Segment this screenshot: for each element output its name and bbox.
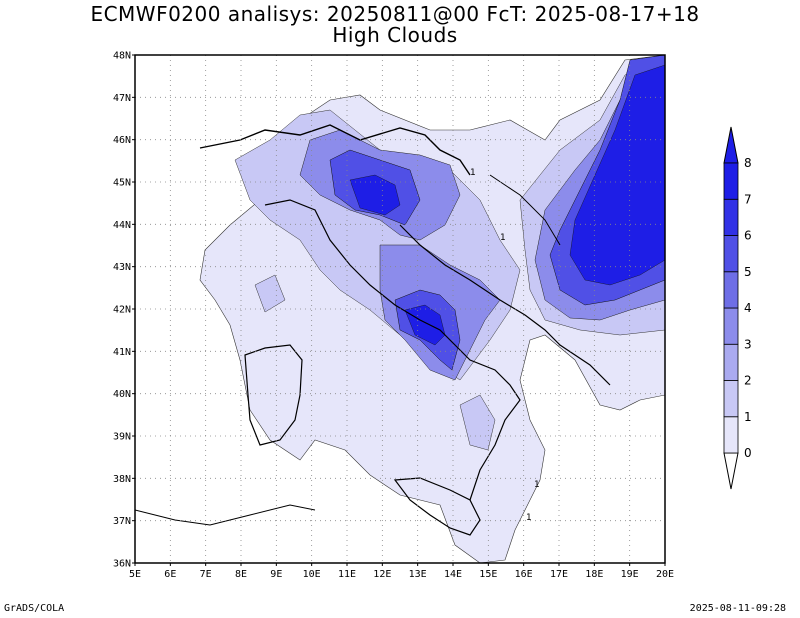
longitude-label: 15E: [479, 569, 497, 580]
longitude-label: 13E: [409, 569, 427, 580]
legend-underflow-arrow: [723, 452, 739, 490]
longitude-label: 14E: [444, 569, 462, 580]
longitude-label: 16E: [515, 569, 533, 580]
legend-swatch: [723, 271, 739, 309]
longitude-label: 18E: [585, 569, 603, 580]
longitude-label: 8E: [235, 569, 247, 580]
cloud-contour-level-2: [254, 274, 286, 313]
map-subtitle: High Clouds: [332, 23, 458, 47]
latitude-label: 45N: [113, 178, 131, 189]
latitude-label: 37N: [113, 516, 131, 527]
map-title: ECMWF0200 analisys: 20250811@00 FcT: 202…: [90, 2, 700, 26]
legend-label: 3: [744, 337, 752, 351]
longitude-label: 12E: [373, 569, 391, 580]
longitude-label: 6E: [164, 569, 176, 580]
graticule: [135, 55, 665, 563]
latitude-label: 40N: [113, 389, 131, 400]
legend-swatch: [723, 198, 739, 236]
latitude-label: 48N: [113, 51, 131, 62]
contour-label: 1: [526, 513, 532, 523]
legend-label: 6: [744, 229, 752, 243]
legend-swatch: [723, 235, 739, 273]
legend-overflow-arrow: [723, 126, 739, 164]
latitude-label: 44N: [113, 220, 131, 231]
legend-swatch: [723, 307, 739, 345]
legend-label: 4: [744, 301, 752, 315]
latitude-label: 36N: [113, 559, 131, 570]
latitude-label: 41N: [113, 347, 131, 358]
footer-credit: GrADS/COLA: [4, 603, 65, 614]
latitude-label: 43N: [113, 262, 131, 273]
contour-label: 1: [500, 233, 506, 243]
cloud-contour-level-8: [349, 174, 401, 216]
color-legend: 0 1 2 3 4 5 6 7 8: [723, 126, 752, 490]
latitude-labels: 36N 37N 38N 39N 40N 41N 42N 43N 44N 45N 46N 47N 48N: [113, 51, 135, 570]
legend-label: 0: [744, 446, 752, 460]
longitude-label: 20E: [656, 569, 674, 580]
longitude-label: 9E: [270, 569, 282, 580]
contour-label: 1: [534, 480, 540, 490]
latitude-label: 38N: [113, 474, 131, 485]
legend-label: 7: [744, 192, 752, 206]
legend-swatch: [723, 162, 739, 200]
legend-swatch: [723, 343, 739, 381]
longitude-label: 7E: [200, 569, 212, 580]
legend-label: 8: [744, 156, 752, 170]
longitude-label: 11E: [338, 569, 356, 580]
footer-timestamp: 2025-08-11-09:28: [689, 603, 786, 614]
latitude-label: 42N: [113, 305, 131, 316]
longitude-labels: 5E 6E 7E 8E 9E 10E 11E 12E 13E 14E 15E 16E 17E 18E 19E…: [129, 563, 674, 580]
legend-swatch: [723, 380, 739, 418]
longitude-label: 5E: [129, 569, 141, 580]
longitude-label: 19E: [621, 569, 639, 580]
legend-label: 2: [744, 374, 752, 388]
longitude-label: 10E: [303, 569, 321, 580]
latitude-label: 39N: [113, 432, 131, 443]
legend-swatch: [723, 416, 739, 454]
latitude-label: 46N: [113, 135, 131, 146]
contour-label: 1: [470, 168, 476, 178]
legend-label: 5: [744, 265, 752, 279]
cloud-contour-level-8: [569, 64, 665, 286]
coastlines: [135, 124, 611, 536]
latitude-label: 47N: [113, 93, 131, 104]
map-figure: 36N37N38N39N40N41N42N43N44N45N46N47N48N …: [113, 51, 752, 581]
cloud-contour-level-2: [459, 394, 496, 451]
longitude-label: 17E: [550, 569, 568, 580]
legend-label: 1: [744, 410, 752, 424]
